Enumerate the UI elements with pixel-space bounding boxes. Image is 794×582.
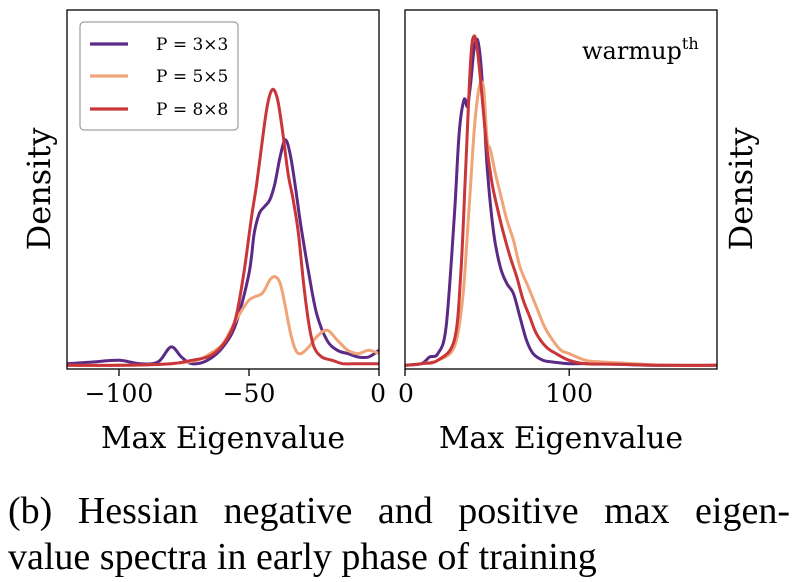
left-x-tick-label: −100 — [85, 379, 154, 408]
right-plot-frame — [404, 9, 718, 370]
right-x-axis-label: Max Eigenvalue — [439, 421, 683, 456]
left-y-axis-label: Density — [20, 128, 58, 251]
right-y-axis-label: Density — [722, 128, 760, 251]
left-x-tick-label: 0 — [370, 379, 386, 408]
right-series-lines — [404, 34, 718, 367]
left-x-ticks: −100 −50 0 — [85, 369, 386, 408]
annotation-warmup: warmupth — [582, 34, 699, 65]
legend-label-5x5: P = 5×5 — [156, 67, 228, 87]
left-x-tick-label: −50 — [223, 379, 276, 408]
panel-left: −100 −50 0 Density Max Eigenvalue P = 3×3 … — [20, 9, 386, 456]
legend-label-3x3: P = 3×3 — [156, 35, 228, 55]
right-x-tick-label: 100 — [545, 379, 593, 408]
left-x-axis-label: Max Eigenvalue — [101, 421, 345, 456]
left-plot-frame — [66, 9, 380, 370]
annotation-text: warmup — [582, 37, 682, 65]
left-series-line-8x8 — [66, 87, 379, 367]
right-series-line-3x3 — [404, 37, 718, 367]
legend-box — [79, 21, 239, 131]
right-series-line-5x5 — [404, 80, 718, 367]
figure-caption: (b) Hessian negative and positive max ei… — [8, 488, 790, 580]
left-series-lines — [66, 87, 380, 367]
legend: P = 3×3 P = 5×5 P = 8×8 — [79, 21, 239, 131]
figure: −100 −50 0 Density Max Eigenvalue P = 3×3 … — [20, 9, 760, 456]
caption-line-1: (b) Hessian negative and positive max ei… — [8, 490, 790, 532]
right-x-tick-label: 0 — [398, 379, 414, 408]
panel-right: 0 100 Density Max Eigenvalue warmupth — [398, 9, 760, 456]
right-series-line-8x8 — [404, 34, 718, 367]
left-series-line-5x5 — [66, 275, 380, 367]
right-x-ticks: 0 100 — [398, 369, 593, 408]
caption-line-2: value spectra in early phase of training — [8, 536, 597, 578]
left-series-line-3x3 — [66, 138, 380, 366]
legend-label-8x8: P = 8×8 — [156, 100, 228, 120]
annotation-superscript: th — [682, 34, 699, 53]
